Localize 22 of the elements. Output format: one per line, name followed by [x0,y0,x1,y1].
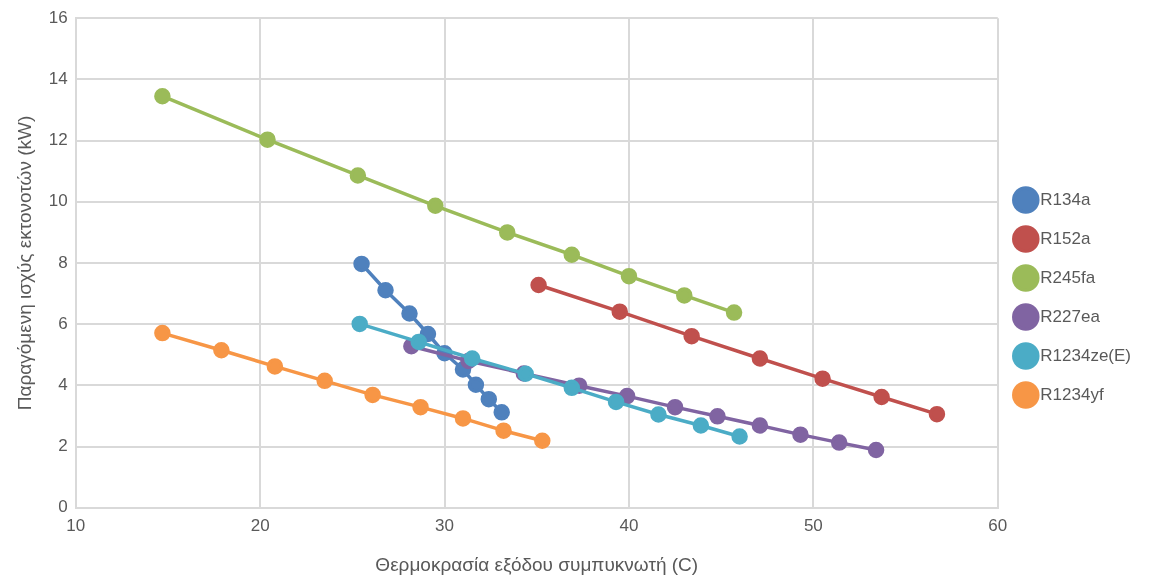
y-tick-label: 16 [48,7,68,27]
x-tick-label: 40 [619,515,639,535]
y-tick-label: 14 [48,69,68,89]
legend-label: R1234ze(E) [1040,345,1132,365]
x-axis-title: Θερμοκρασία εξόδου συμπυκνωτή (C) [375,553,699,575]
x-tick-label: 30 [435,515,454,535]
legend-label: R152a [1040,228,1091,248]
legend-label: R227ea [1040,306,1101,326]
y-tick-label: 0 [58,497,68,517]
y-axis-title: Παραγόμενη ισχύς εκτονοτών (kW) [13,115,35,411]
y-tick-label: 12 [48,130,68,150]
y-tick-label: 4 [58,375,68,395]
legend-label: R1234yf [1040,384,1104,404]
y-tick-label: 8 [58,252,68,272]
legend-label: R245fa [1040,267,1096,287]
x-tick-label: 20 [250,515,270,535]
legend-label: R134a [1040,189,1091,209]
y-tick-label: 10 [48,191,68,211]
x-tick-label: 50 [803,515,823,535]
x-tick-label: 60 [988,515,1008,535]
y-tick-label: 6 [58,313,68,333]
y-tick-label: 2 [58,436,68,456]
